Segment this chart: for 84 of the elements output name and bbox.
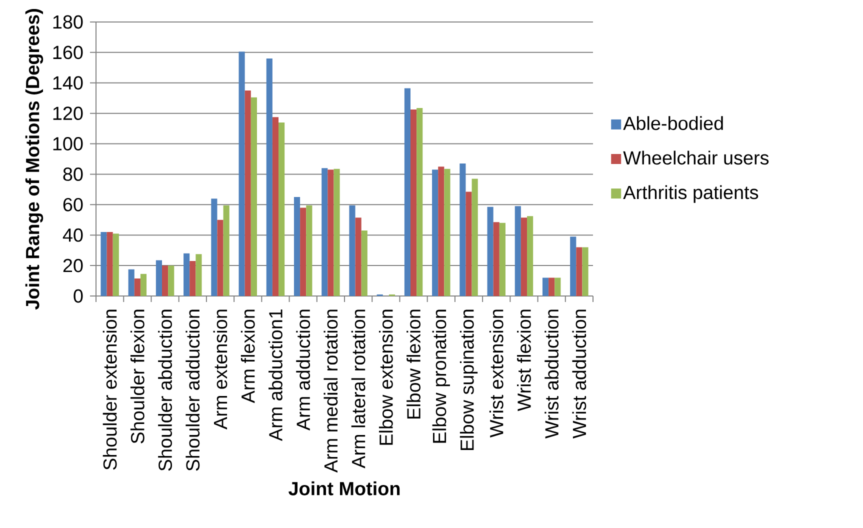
bar — [404, 88, 410, 296]
bar — [432, 170, 438, 296]
x-tick-label: Shoulder extension — [102, 310, 117, 470]
x-tick-label: Shoulder adduction — [186, 310, 200, 471]
bar — [548, 278, 555, 296]
y-tick-label: 160 — [53, 46, 83, 60]
bar — [472, 178, 478, 296]
x-tick-label: Arm abduction1 — [268, 309, 282, 442]
x-tick-label: Arm adduction — [296, 310, 310, 431]
y-tick-label: 80 — [63, 168, 83, 181]
x-tick-label: Wrist adduction — [572, 310, 586, 439]
bar — [334, 168, 340, 296]
y-tick-label: 140 — [53, 76, 83, 90]
bar — [527, 216, 534, 296]
bar — [444, 168, 450, 296]
bar — [128, 269, 134, 296]
y-tick-label: 20 — [63, 258, 83, 272]
x-tick-label: Elbow supination — [460, 310, 478, 450]
bar — [349, 205, 356, 296]
bar — [140, 274, 147, 296]
legend-label: Able-bodied — [623, 116, 723, 130]
bar — [570, 236, 576, 296]
bar — [322, 168, 328, 296]
y-tick-label: 0 — [74, 289, 83, 303]
bar — [466, 192, 472, 296]
bar — [156, 260, 162, 296]
bar — [487, 206, 494, 296]
x-tick-label: Shoulder abduction — [158, 310, 172, 471]
bar — [244, 90, 251, 296]
y-tick-label: 180 — [53, 15, 83, 29]
bar — [514, 206, 521, 296]
x-tick-label: Elbow flexion — [406, 310, 420, 418]
bar — [542, 278, 549, 296]
bar — [266, 58, 272, 296]
y-tick-label: 40 — [62, 228, 83, 242]
bar — [520, 218, 528, 296]
bar — [554, 278, 561, 296]
bar — [410, 110, 417, 296]
y-tick-label: 100 — [53, 137, 83, 150]
bar — [294, 197, 300, 296]
x-tick-label: Wrist extension — [489, 310, 504, 438]
bar — [190, 260, 196, 296]
y-tick-label: 120 — [53, 106, 83, 120]
bar — [112, 234, 119, 296]
bar — [328, 170, 334, 296]
x-tick-label: Arm medial rotation — [324, 310, 338, 473]
bar — [106, 232, 113, 296]
x-tick-label: Shoulder flexion — [130, 310, 144, 444]
bar — [217, 220, 224, 296]
bar — [493, 222, 500, 296]
bar — [250, 97, 257, 296]
bar — [134, 278, 140, 296]
x-tick-label: Wrist abduction — [544, 310, 559, 439]
bar — [184, 253, 190, 296]
x-tick-label: Arm lateral rotation — [351, 310, 366, 468]
bar — [499, 222, 506, 296]
bar — [438, 166, 444, 296]
bar — [196, 254, 202, 296]
bar — [355, 218, 362, 296]
bar — [238, 52, 245, 296]
bar — [576, 247, 582, 296]
bar — [223, 205, 230, 296]
x-axis-title: Joint Motion — [288, 481, 400, 496]
bar — [460, 164, 466, 296]
bar — [272, 117, 279, 296]
bar — [306, 205, 312, 296]
x-tick-label: Elbow extension — [378, 310, 393, 445]
legend-label: Wheelchair users — [623, 150, 769, 165]
bar — [211, 198, 218, 296]
x-tick-label: Arm extension — [213, 310, 228, 430]
bar — [278, 122, 285, 296]
x-tick-label: Wrist flexion — [517, 310, 531, 412]
x-tick-label: Elbow pronation — [432, 310, 450, 443]
bar — [168, 266, 174, 296]
legend-label: Arthritis patients — [623, 185, 758, 203]
bar — [582, 247, 588, 296]
bar — [300, 208, 306, 296]
y-axis-title: Joint Range of Motions (Degrees) — [25, 9, 44, 310]
bar — [416, 108, 423, 296]
x-tick-label: Arm flexion — [240, 310, 255, 404]
bar — [361, 230, 368, 296]
y-tick-label: 60 — [63, 198, 83, 212]
bar — [100, 232, 107, 296]
bar — [162, 266, 168, 296]
